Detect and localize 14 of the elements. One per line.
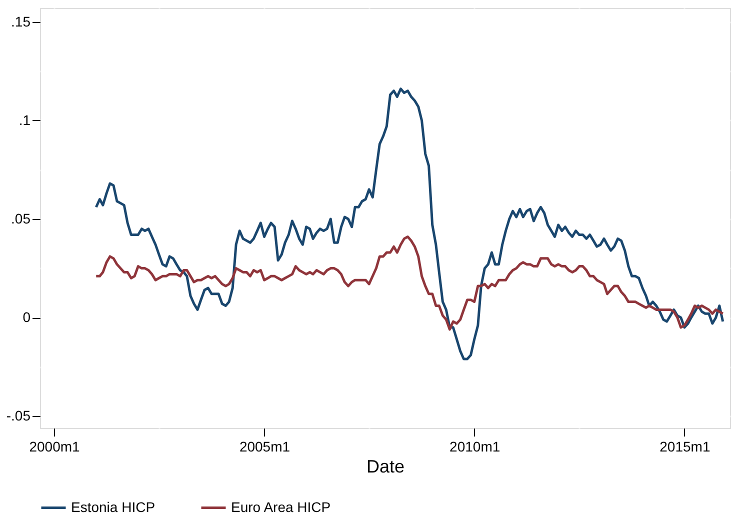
y-tick-label: -.05 xyxy=(6,408,31,424)
legend-label: Estonia HICP xyxy=(71,498,156,515)
x-axis-title: Date xyxy=(366,456,405,476)
y-tick-label: .15 xyxy=(11,13,31,30)
x-tick-label: 2010m1 xyxy=(450,438,500,454)
x-tick-label: 2000m1 xyxy=(29,438,80,454)
x-tick-label: 2015m1 xyxy=(660,438,710,454)
legend-label: Euro Area HICP xyxy=(231,498,331,515)
y-tick-label: 0 xyxy=(22,309,31,326)
line-series xyxy=(94,235,724,331)
line-series xyxy=(94,88,724,360)
x-tick-label: 2005m1 xyxy=(239,438,290,454)
y-tick-label: .1 xyxy=(18,112,31,128)
y-tick-label: .05 xyxy=(11,210,31,226)
